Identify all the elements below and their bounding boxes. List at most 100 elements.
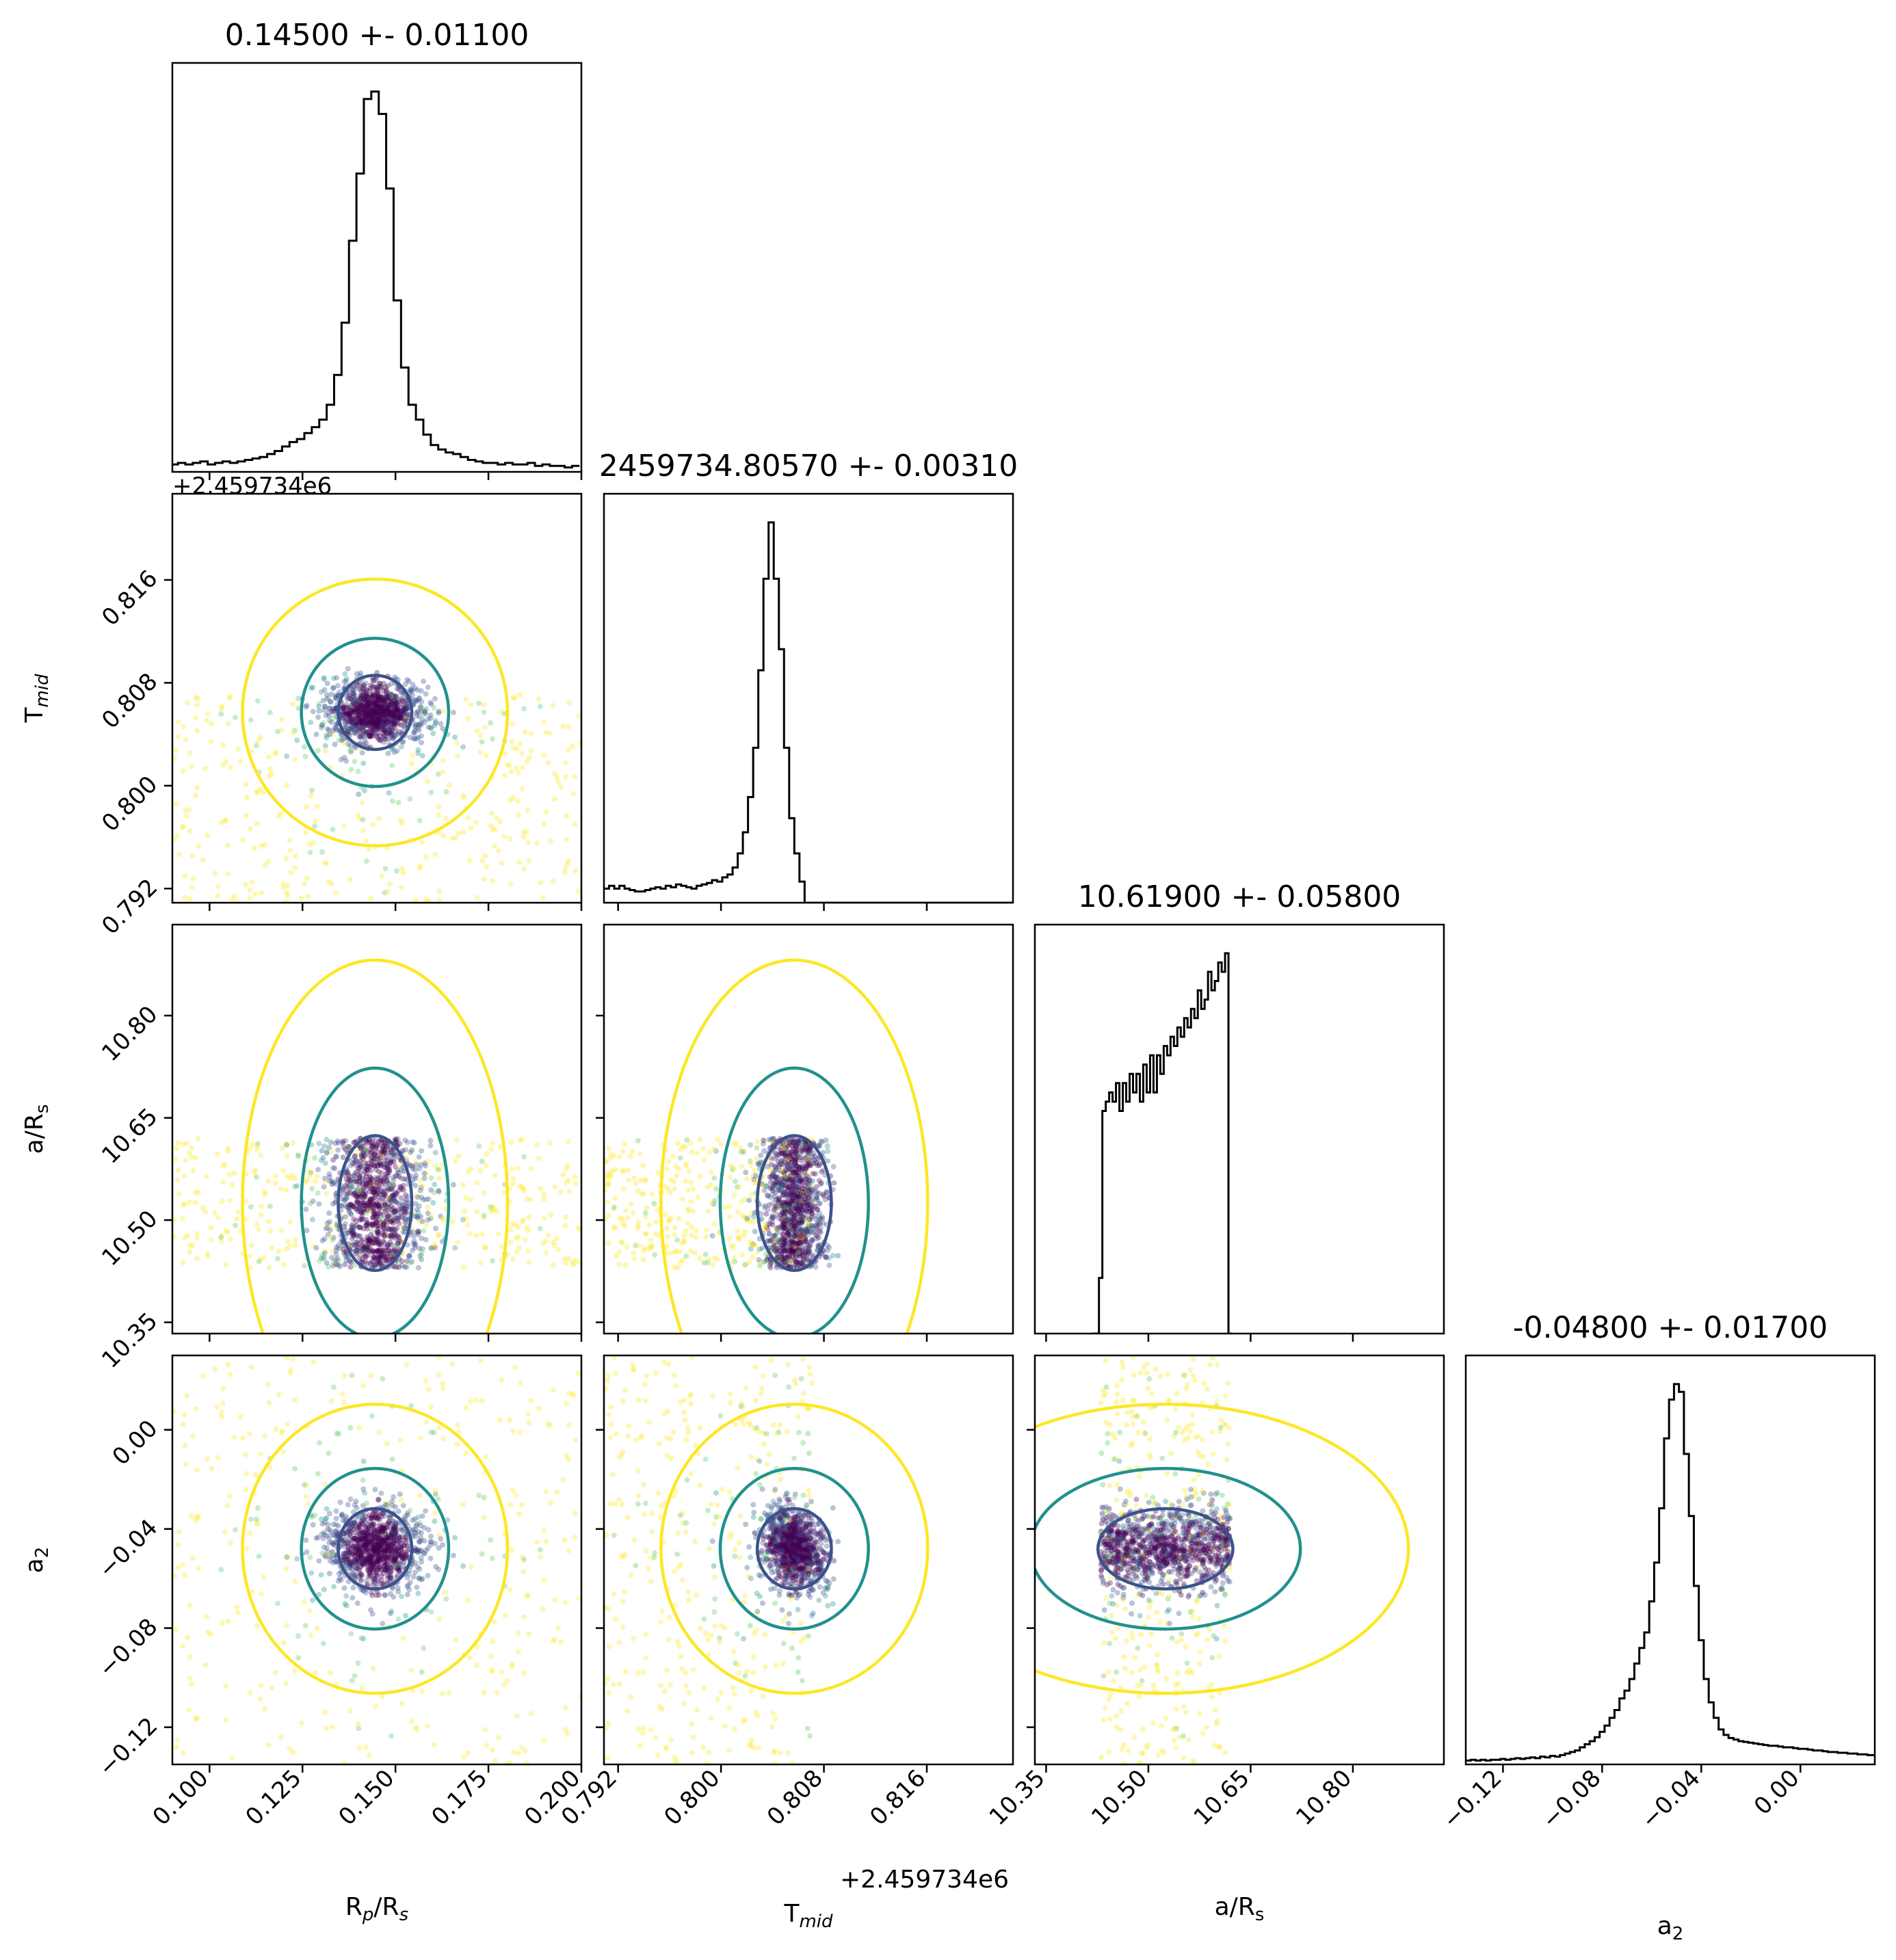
scatter-point xyxy=(418,722,424,728)
scatter-point xyxy=(777,1236,783,1243)
scatter-point xyxy=(508,1227,514,1233)
scatter-point xyxy=(774,1249,780,1256)
scatter-point xyxy=(321,676,327,683)
scatter-point xyxy=(809,1191,815,1197)
scatter-point xyxy=(440,833,446,839)
scatter-point xyxy=(273,1426,279,1432)
scatter-point xyxy=(353,1524,359,1530)
scatter-point xyxy=(376,1175,382,1181)
scatter-point xyxy=(389,693,395,700)
scatter-point xyxy=(385,720,391,726)
scatter-point xyxy=(320,1155,326,1161)
scatter-point xyxy=(412,1245,418,1251)
scatter-point xyxy=(790,1182,796,1188)
scatter-point xyxy=(793,1163,800,1169)
scatter-point xyxy=(443,1596,449,1602)
scatter-point xyxy=(387,708,393,715)
scatter-point xyxy=(800,1145,806,1151)
scatter-point xyxy=(377,717,383,724)
scatter-point xyxy=(363,838,369,844)
scatter-point xyxy=(378,1535,384,1541)
scatter-point xyxy=(403,706,409,713)
scatter-point xyxy=(381,1581,387,1587)
scatter-point xyxy=(804,1199,810,1205)
scatter-point xyxy=(371,1548,378,1554)
scatter-point xyxy=(752,1210,758,1216)
scatter-point xyxy=(395,1532,401,1538)
scatter-point xyxy=(404,1510,410,1516)
scatter-point xyxy=(802,1188,808,1194)
scatter-point xyxy=(353,1240,359,1246)
scatter-point xyxy=(577,741,581,747)
scatter-point xyxy=(413,1523,419,1529)
scatter-point xyxy=(332,1528,339,1534)
scatter-point xyxy=(172,1573,177,1579)
scatter-point xyxy=(280,884,287,890)
scatter-point xyxy=(344,718,350,724)
scatter-point xyxy=(359,1685,365,1691)
scatter-point xyxy=(803,1144,809,1150)
scatter-point xyxy=(365,694,371,700)
scatter-point xyxy=(384,683,391,689)
scatter-point xyxy=(356,734,363,740)
scatter-point xyxy=(570,791,577,797)
scatter-point xyxy=(391,735,397,741)
scatter-point xyxy=(315,1167,321,1173)
scatter-point xyxy=(367,691,373,698)
scatter-point xyxy=(352,1179,358,1185)
scatter-point xyxy=(646,1222,653,1228)
scatter-point xyxy=(461,1264,467,1270)
scatter-point xyxy=(694,1150,700,1156)
scatter-point xyxy=(502,751,508,757)
scatter-point xyxy=(254,1221,260,1228)
scatter-point xyxy=(398,1497,404,1503)
scatter-point xyxy=(364,715,370,721)
scatter-point xyxy=(789,1253,795,1259)
scatter-point xyxy=(490,877,496,884)
scatter-point xyxy=(366,700,372,706)
scatter-point xyxy=(350,693,356,700)
scatter-point xyxy=(347,747,354,753)
scatter-point xyxy=(384,730,390,736)
scatter-point xyxy=(369,1531,376,1537)
scatter-point xyxy=(562,774,568,780)
scatter-point xyxy=(360,1256,366,1262)
scatter-point xyxy=(367,734,373,740)
scatter-point xyxy=(391,1195,397,1202)
scatter-point xyxy=(415,750,421,756)
scatter-point xyxy=(352,1557,358,1563)
scatter-point xyxy=(808,1150,814,1156)
scatter-point xyxy=(351,717,357,723)
scatter-point xyxy=(363,1184,369,1190)
scatter-point xyxy=(798,1216,804,1222)
scatter-point xyxy=(389,702,395,708)
scatter-point xyxy=(406,1200,412,1206)
scatter-point xyxy=(200,1205,206,1211)
scatter-point xyxy=(274,1600,280,1606)
scatter-point xyxy=(385,888,391,895)
scatter-point xyxy=(795,1233,801,1239)
scatter-point xyxy=(356,708,363,715)
scatter-point xyxy=(194,1234,200,1241)
scatter-point xyxy=(642,1210,648,1216)
scatter-point xyxy=(679,1257,685,1263)
scatter-point xyxy=(633,1180,639,1187)
scatter-point xyxy=(254,789,260,795)
scatter-point xyxy=(348,1163,354,1169)
scatter-point xyxy=(423,691,429,697)
scatter-point xyxy=(780,1192,787,1198)
scatter-point xyxy=(388,697,394,703)
scatter-point xyxy=(294,1183,300,1189)
scatter-point xyxy=(808,1187,814,1193)
scatter-point xyxy=(408,760,414,767)
scatter-point xyxy=(775,1255,781,1261)
scatter-point xyxy=(362,1148,368,1154)
scatter-point xyxy=(793,1253,800,1259)
scatter-point xyxy=(345,1204,352,1210)
scatter-point xyxy=(290,1140,296,1146)
scatter-point xyxy=(373,700,379,706)
scatter-point xyxy=(385,702,391,708)
scatter-point xyxy=(370,721,376,728)
scatter-point xyxy=(801,1163,807,1169)
scatter-point xyxy=(367,1189,373,1195)
